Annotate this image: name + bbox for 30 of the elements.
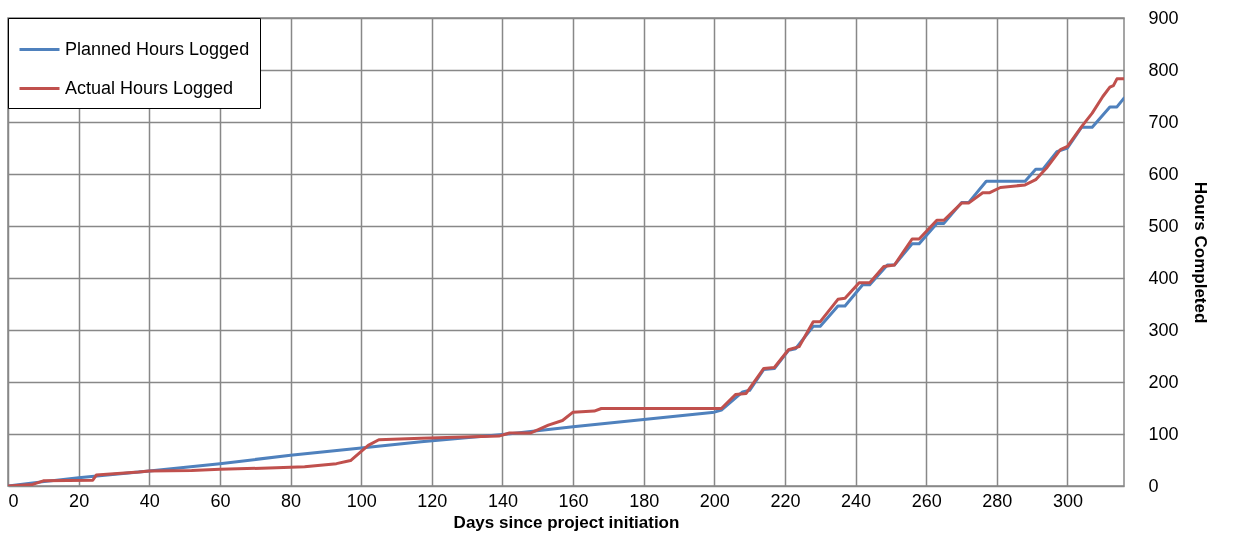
y-tick-label: 200 — [1148, 371, 1179, 392]
x-axis-title: Days since project initiation — [453, 512, 680, 532]
x-tick-label: 120 — [417, 490, 448, 511]
x-tick-label: 60 — [210, 490, 231, 511]
y-tick-label: 400 — [1148, 267, 1179, 288]
x-tick-label: 280 — [982, 490, 1013, 511]
y-tick-label: 100 — [1148, 423, 1179, 444]
x-tick-label: 300 — [1052, 490, 1084, 511]
x-tick-label: 220 — [770, 490, 801, 511]
y-tick-label: 700 — [1148, 111, 1179, 132]
y-tick-label: 600 — [1148, 163, 1179, 184]
x-tick-label: 260 — [911, 490, 942, 511]
y-tick-label: 0 — [1148, 475, 1159, 496]
y-tick-label: 900 — [1148, 7, 1179, 28]
x-tick-label: 160 — [558, 490, 589, 511]
x-tick-label: 140 — [487, 490, 518, 511]
x-tick-label: 20 — [69, 490, 90, 511]
y-axis-title: Hours Completed — [1190, 181, 1210, 324]
x-tick-label: 240 — [841, 490, 872, 511]
x-tick-label: 100 — [346, 490, 377, 511]
x-tick-label: 200 — [699, 490, 730, 511]
legend-label: Actual Hours Logged — [65, 77, 234, 98]
x-tick-label: 180 — [629, 490, 660, 511]
legend-label: Planned Hours Logged — [65, 38, 250, 59]
x-tick-label: 80 — [281, 490, 302, 511]
y-tick-label: 500 — [1148, 215, 1179, 236]
y-tick-label: 300 — [1148, 319, 1179, 340]
y-tick-label: 800 — [1148, 59, 1179, 80]
x-tick-label: 40 — [139, 490, 160, 511]
x-tick-label: 0 — [8, 490, 19, 511]
